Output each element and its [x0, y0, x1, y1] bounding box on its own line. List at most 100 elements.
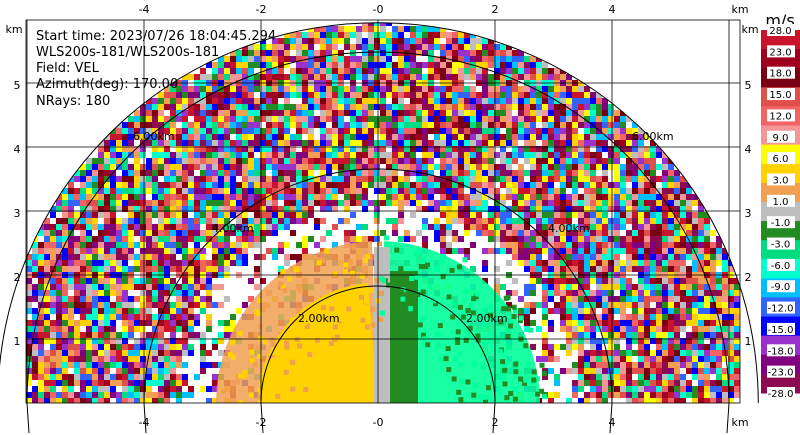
noise-pixel: [632, 170, 638, 176]
noise-pixel: [194, 278, 200, 284]
noise-pixel: [104, 338, 110, 344]
noise-pixel: [566, 338, 572, 344]
noise-pixel: [380, 116, 386, 122]
noise-pixel: [32, 308, 38, 314]
noise-pixel: [566, 128, 572, 134]
noise-pixel: [182, 170, 188, 176]
noise-pixel: [710, 362, 716, 368]
noise-pixel: [110, 146, 116, 152]
noise-pixel: [656, 326, 662, 332]
noise-pixel: [614, 248, 620, 254]
noise-pixel: [596, 110, 602, 116]
noise-pixel: [566, 308, 572, 314]
texture-pixel: [420, 316, 426, 322]
noise-pixel: [224, 74, 230, 80]
noise-pixel: [134, 296, 140, 302]
noise-pixel: [584, 98, 590, 104]
noise-pixel: [470, 98, 476, 104]
noise-pixel: [326, 98, 332, 104]
noise-pixel: [680, 392, 686, 398]
noise-pixel: [320, 152, 326, 158]
noise-pixel: [206, 176, 212, 182]
noise-pixel: [152, 314, 158, 320]
ring-tail: [492, 402, 496, 434]
noise-pixel: [146, 110, 152, 116]
noise-pixel: [566, 230, 572, 236]
noise-pixel: [494, 92, 500, 98]
noise-pixel: [584, 224, 590, 230]
noise-pixel: [362, 194, 368, 200]
noise-pixel: [548, 176, 554, 182]
outer-ring: [0, 22, 759, 404]
noise-pixel: [92, 176, 98, 182]
noise-pixel: [194, 254, 200, 260]
noise-pixel: [668, 302, 674, 308]
noise-pixel: [686, 320, 692, 326]
noise-pixel: [668, 296, 674, 302]
noise-pixel: [164, 128, 170, 134]
noise-pixel: [350, 62, 356, 68]
noise-pixel: [302, 188, 308, 194]
noise-pixel: [452, 62, 458, 68]
noise-pixel: [722, 254, 728, 260]
noise-pixel: [320, 116, 326, 122]
noise-pixel: [518, 122, 524, 128]
noise-pixel: [728, 278, 734, 284]
noise-pixel: [134, 392, 140, 398]
noise-pixel: [116, 224, 122, 230]
noise-pixel: [494, 86, 500, 92]
noise-pixel: [176, 152, 182, 158]
noise-pixel: [698, 266, 704, 272]
noise-pixel: [368, 86, 374, 92]
noise-pixel: [512, 158, 518, 164]
noise-pixel: [440, 122, 446, 128]
noise-pixel: [650, 218, 656, 224]
noise-pixel: [158, 254, 164, 260]
noise-pixel: [470, 50, 476, 56]
noise-pixel: [536, 200, 542, 206]
noise-pixel: [260, 140, 266, 146]
noise-pixel: [674, 296, 680, 302]
noise-pixel: [674, 206, 680, 212]
noise-pixel: [386, 134, 392, 140]
noise-pixel: [542, 152, 548, 158]
noise-pixel: [446, 206, 452, 212]
noise-pixel: [482, 170, 488, 176]
noise-pixel: [668, 230, 674, 236]
noise-pixel: [398, 38, 404, 44]
noise-pixel: [50, 206, 56, 212]
noise-pixel: [644, 230, 650, 236]
noise-pixel: [56, 260, 62, 266]
noise-pixel: [80, 164, 86, 170]
noise-pixel: [710, 308, 716, 314]
noise-pixel: [320, 86, 326, 92]
noise-pixel: [650, 296, 656, 302]
noise-pixel: [686, 242, 692, 248]
noise-pixel: [182, 374, 188, 380]
noise-pixel: [44, 350, 50, 356]
texture-pixel: [346, 263, 352, 269]
noise-pixel: [254, 266, 260, 272]
noise-pixel: [170, 92, 176, 98]
noise-pixel: [164, 104, 170, 110]
noise-pixel: [734, 320, 740, 326]
texture-pixel: [260, 307, 266, 313]
noise-pixel: [134, 242, 140, 248]
noise-pixel: [392, 44, 398, 50]
noise-pixel: [98, 278, 104, 284]
texture-pixel: [332, 271, 338, 277]
noise-pixel: [86, 188, 92, 194]
noise-pixel: [140, 392, 146, 398]
noise-pixel: [734, 380, 740, 386]
noise-pixel: [224, 182, 230, 188]
noise-pixel: [662, 356, 668, 362]
noise-pixel: [266, 74, 272, 80]
texture-pixel: [480, 364, 486, 370]
noise-pixel: [212, 146, 218, 152]
noise-pixel: [650, 326, 656, 332]
noise-pixel: [638, 392, 644, 398]
noise-pixel: [338, 26, 344, 32]
noise-pixel: [614, 164, 620, 170]
noise-pixel: [398, 140, 404, 146]
noise-pixel: [302, 194, 308, 200]
